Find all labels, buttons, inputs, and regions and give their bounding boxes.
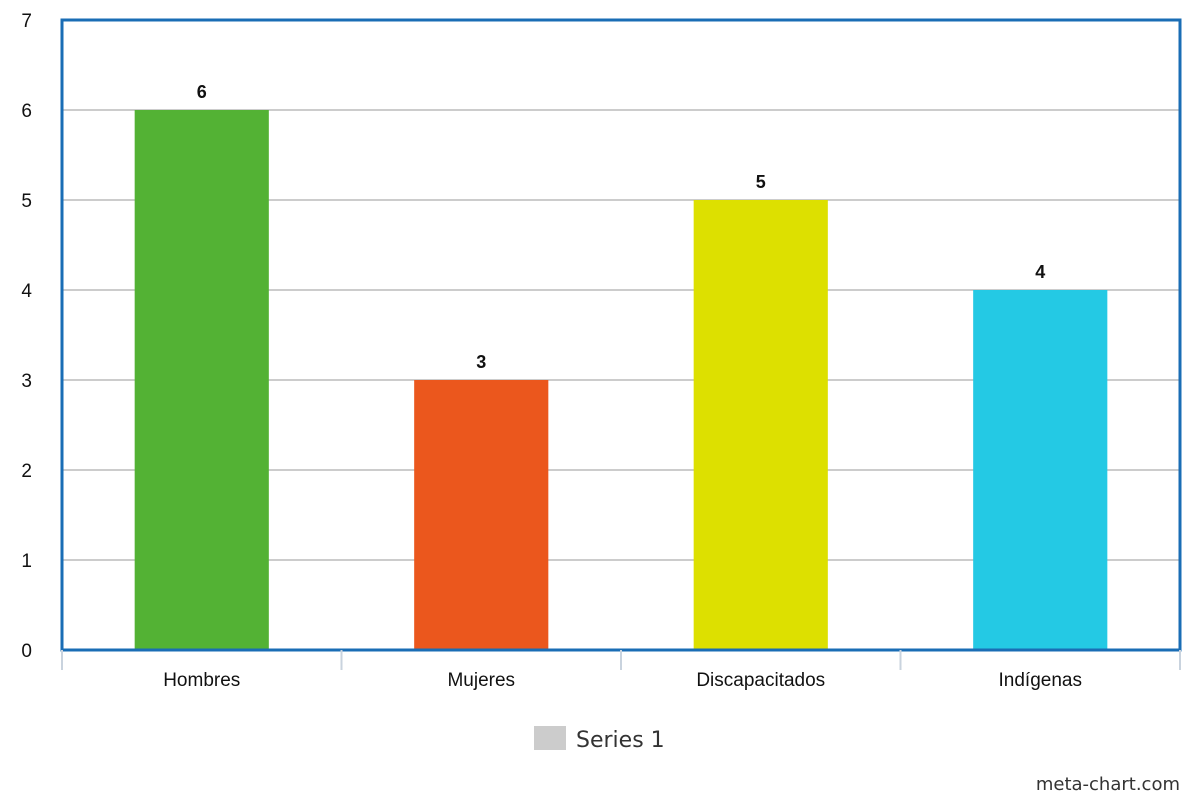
data-label-indigenas: 4	[1035, 262, 1045, 282]
data-label-hombres: 6	[197, 82, 207, 102]
x-axis-category-labels: Hombres Mujeres Discapacitados Indígenas	[163, 670, 1082, 691]
y-tick-label-2: 2	[21, 461, 32, 482]
y-tick-label-3: 3	[21, 371, 32, 392]
y-tick-label-1: 1	[21, 551, 32, 572]
data-label-discapacitados: 5	[756, 172, 766, 192]
bar-indigenas	[973, 290, 1108, 650]
y-tick-label-5: 5	[21, 191, 32, 212]
data-label-mujeres: 3	[476, 352, 486, 372]
data-labels: 6 3 5 4	[197, 82, 1046, 372]
bar-mujeres	[414, 380, 549, 650]
bar-hombres	[134, 110, 269, 650]
legend-swatch	[534, 726, 566, 750]
x-axis-ticks	[61, 650, 1181, 670]
x-label-discapacitados: Discapacitados	[696, 670, 825, 691]
y-tick-label-7: 7	[21, 11, 32, 32]
legend: Series 1	[534, 726, 665, 753]
y-tick-label-4: 4	[21, 281, 32, 302]
y-axis-tick-labels: 0 1 2 3 4 5 6 7	[21, 11, 32, 662]
bar-series	[134, 110, 1108, 650]
watermark: meta-chart.com	[1036, 774, 1180, 795]
x-label-indigenas: Indígenas	[999, 670, 1082, 691]
x-label-hombres: Hombres	[163, 670, 240, 691]
y-tick-label-6: 6	[21, 101, 32, 122]
y-tick-label-0: 0	[21, 641, 32, 662]
x-label-mujeres: Mujeres	[447, 670, 515, 691]
legend-label-series-1: Series 1	[576, 728, 665, 753]
bar-discapacitados	[693, 200, 828, 650]
